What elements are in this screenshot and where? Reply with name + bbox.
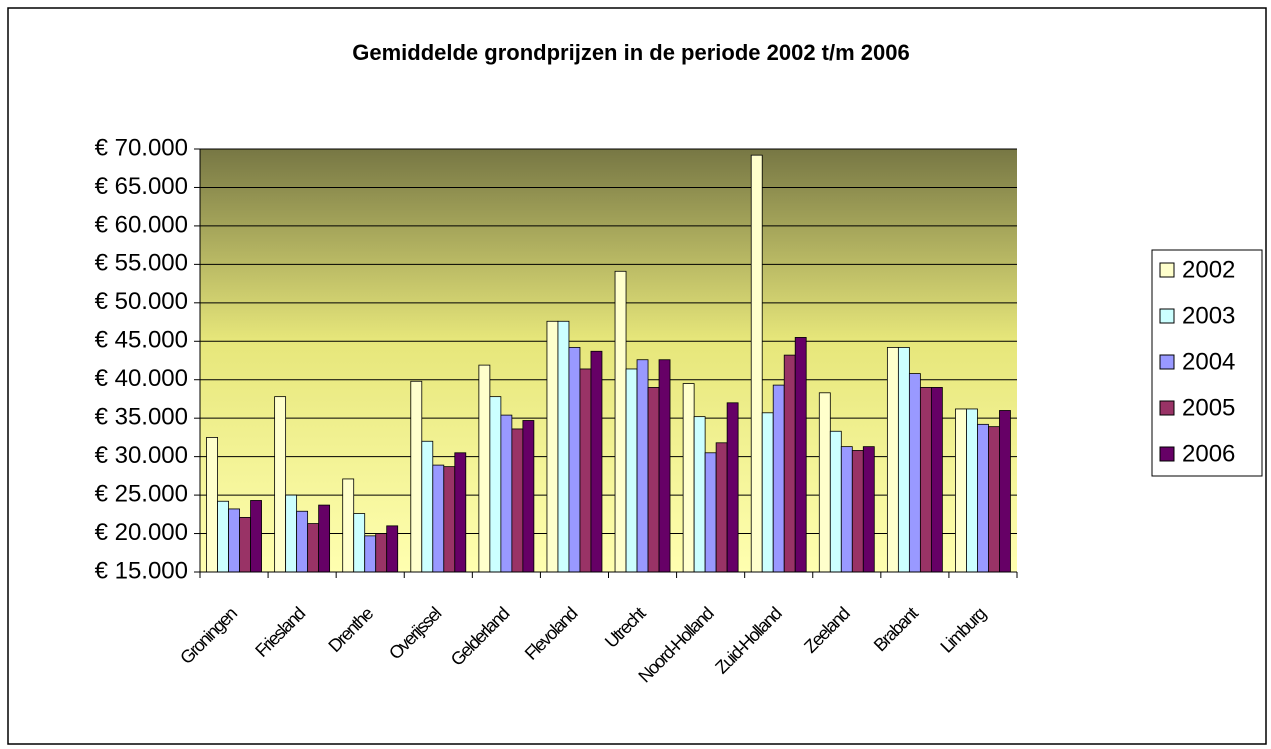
legend-label: 2002 [1182,256,1235,283]
bar [930,387,943,573]
bar [410,380,423,573]
bar [353,513,366,573]
bar [579,368,592,573]
bar [522,420,535,573]
bar [478,364,491,573]
legend-swatch [1159,262,1175,278]
bar [726,402,739,573]
y-tick-label: € 65.000 [95,173,188,200]
bar [851,450,864,573]
bar [511,428,524,573]
y-tick-label: € 70.000 [95,134,188,161]
legend-label: 2005 [1182,394,1235,421]
bar [897,347,910,573]
bar [364,535,377,573]
bar [318,504,331,573]
bar [636,359,649,573]
bar [772,384,785,573]
y-tick-label: € 35.000 [95,404,188,431]
y-tick-label: € 25.000 [95,480,188,507]
y-tick-label: € 55.000 [95,250,188,277]
bar [682,383,695,573]
bar [693,416,706,573]
bar [614,270,627,573]
legend-label: 2004 [1182,348,1235,375]
y-tick-label: € 60.000 [95,211,188,238]
bar [250,500,262,573]
bar [750,154,763,573]
bar [625,368,638,573]
bar [296,510,309,573]
bar [342,478,355,573]
bar [794,337,807,573]
bar [546,320,559,573]
bar [783,354,796,573]
bar [886,347,899,573]
bar [217,500,229,573]
bar [761,412,774,573]
bar [818,392,831,573]
legend-label: 2003 [1182,302,1235,329]
bar [955,408,967,573]
bar [386,525,399,573]
legend-label: 2006 [1182,440,1235,467]
bar [375,533,388,573]
bar [500,414,513,573]
bar [228,508,240,573]
bar [862,446,875,573]
bar [908,373,921,573]
bar [568,347,581,573]
bar [285,494,298,573]
y-tick-label: € 40.000 [95,365,188,392]
y-tick-label: € 45.000 [95,327,188,354]
bar [454,452,467,573]
y-tick-label: € 30.000 [95,442,188,469]
bar [919,387,932,573]
bar [977,423,989,573]
bar [715,442,728,573]
bar [829,430,842,573]
plot-area [200,149,1017,572]
bar [966,408,978,573]
bar [239,516,251,573]
bar [443,466,456,573]
bar [206,437,218,573]
bar [840,446,853,573]
bar [274,396,287,573]
bar [489,396,502,573]
bar [421,440,434,573]
y-tick-label: € 50.000 [95,288,188,315]
chart-title: Gemiddelde grondprijzen in de periode 20… [352,40,910,65]
bar [704,452,717,573]
bar [658,359,671,573]
y-tick-label: € 15.000 [95,557,188,584]
bar [988,426,1000,573]
y-tick-label: € 20.000 [95,519,188,546]
legend-swatch [1159,308,1175,324]
bar [307,523,320,573]
bar [557,320,570,573]
bar [432,464,445,573]
legend-swatch [1159,446,1175,462]
legend-swatch [1159,400,1175,416]
legend-swatch [1159,354,1175,370]
bar [647,387,660,573]
bar [999,410,1011,573]
bar [590,350,603,573]
